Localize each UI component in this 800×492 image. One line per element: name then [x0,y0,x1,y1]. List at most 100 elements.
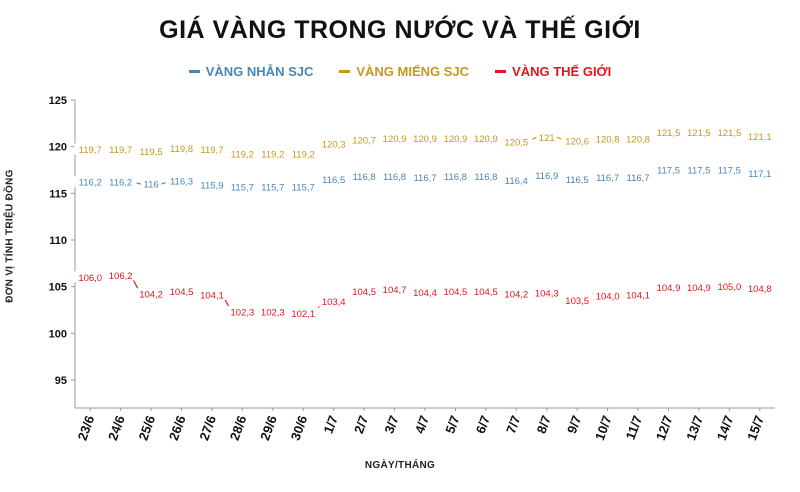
data-label: 117,5 [657,166,680,177]
data-label-bg [652,126,685,138]
x-tick-label: 2/7 [351,413,371,435]
data-label-bg [469,170,502,182]
x-tick-label: 29/6 [257,413,280,442]
data-label: 104,3 [535,289,559,300]
data-label-bg [622,171,655,183]
data-label-bg [652,164,685,175]
data-label-bg [287,307,320,319]
data-label-bg [287,180,320,192]
data-label-bg [104,143,137,155]
x-tick-label: 7/7 [503,413,523,435]
y-tick-label: 120 [49,142,67,154]
x-tick-label: 4/7 [412,413,432,435]
y-tick-label: 115 [49,188,67,200]
data-label: 116,3 [170,177,193,188]
data-label: 121,5 [687,128,711,139]
data-label-bg [195,143,228,155]
data-label-bg [561,135,594,147]
data-label-bg [165,175,198,187]
data-label-bg [469,132,502,144]
legend-label-mieng-sjc: VÀNG MIẾNG SJC [356,64,470,79]
x-tick-label: 14/7 [714,413,737,442]
data-label-bg [165,285,198,297]
data-label-bg [140,178,162,189]
data-label: 119,8 [170,144,193,155]
data-label: 106,2 [109,271,133,282]
data-label-bg [104,269,137,281]
data-label-bg [135,145,168,157]
data-label: 120,9 [413,134,437,145]
data-label: 102,1 [291,309,315,320]
data-label: 104,2 [504,290,528,301]
data-label: 116,4 [505,176,528,187]
data-label: 121,5 [657,128,681,139]
data-label-bg [536,131,558,143]
chart-title: GIÁ VÀNG TRONG NƯỚC VÀ THẾ GIỚI [159,16,641,44]
data-label: 117,5 [687,166,710,177]
data-label: 119,2 [231,150,254,161]
data-label: 116,5 [566,175,589,186]
data-label-bg [317,137,350,149]
data-label-bg [378,132,411,144]
y-axis-label: ĐƠN VỊ TÍNH TRIỆU ĐỒNG [4,169,16,303]
data-label: 116,8 [444,172,467,183]
data-label-bg [591,133,624,145]
x-tick-label: 24/6 [105,413,128,442]
data-label: 104,9 [687,283,711,294]
legend-swatch-the-gioi [495,70,507,73]
data-label: 117,1 [748,169,771,180]
data-label-bg [195,178,228,190]
data-label-bg [591,290,624,301]
data-label-bg [74,143,107,155]
data-label-bg [500,174,533,186]
data-label: 104,1 [200,291,224,302]
y-tick-label: 95 [55,375,67,387]
x-axis-label: NGÀY/THÁNG [364,460,436,471]
x-tick-label: 27/6 [196,413,219,442]
data-label-bg [652,281,685,293]
data-label: 116,2 [79,178,102,189]
x-tick-label: 3/7 [381,413,401,435]
data-label-bg [348,134,381,146]
data-label: 105,0 [717,282,741,293]
legend-item-the-gioi: VÀNG THẾ GIỚI [495,64,611,79]
data-label-bg [682,126,715,138]
data-label: 106,0 [78,273,102,284]
data-label-bg [165,142,198,154]
data-label: 116,8 [353,172,376,183]
data-label: 104,0 [596,292,620,303]
data-label: 116,5 [322,175,345,186]
data-label: 104,2 [139,290,163,301]
data-label: 115,7 [231,182,254,193]
data-label: 104,8 [748,284,772,295]
data-label: 119,5 [140,147,163,158]
x-tick-label: 9/7 [564,413,584,435]
data-label-bg [500,136,533,147]
y-tick-label: 125 [49,95,67,107]
x-tick-label: 10/7 [592,413,615,442]
legend-label-nhan-sjc: VÀNG NHẪN SJC [205,64,314,79]
data-label: 116,9 [535,171,558,182]
data-label-bg [348,285,381,297]
data-label-bg [743,130,776,142]
legend-item-mieng-sjc: VÀNG MIẾNG SJC [339,64,469,79]
legend-label-the-gioi: VÀNG THẾ GIỚI [512,64,612,79]
data-label-bg [561,173,594,185]
x-tick-label: 8/7 [534,413,554,435]
data-label-bg [348,170,381,182]
x-tick-label: 13/7 [683,413,706,442]
data-label-bg [256,305,289,317]
data-label: 104,7 [383,285,407,296]
data-label-bg [439,170,472,182]
data-label: 120,7 [352,136,376,147]
x-tick-label: 30/6 [288,413,311,442]
data-label: 120,8 [626,135,650,146]
data-label: 104,1 [626,291,650,302]
data-label: 120,5 [504,138,528,149]
data-label-bg [378,170,411,182]
data-label-bg [226,148,259,160]
legend: VÀNG NHẪN SJC VÀNG MIẾNG SJC VÀNG THẾ GI… [0,64,800,79]
x-tick-label: 1/7 [321,413,341,435]
legend-item-nhan-sjc: VÀNG NHẪN SJC [188,64,314,79]
